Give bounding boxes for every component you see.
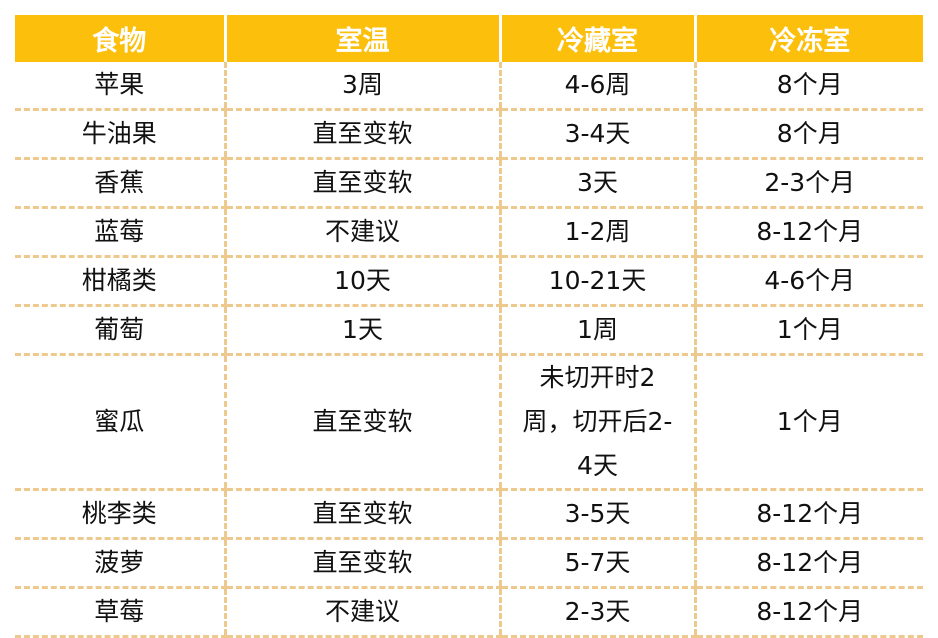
cell-food: 草莓 xyxy=(15,587,225,638)
cell-freezer: 4-6个月 xyxy=(693,256,923,307)
cell-room-temp: 直至变软 xyxy=(223,158,500,209)
cell-room-temp: 不建议 xyxy=(223,587,500,638)
food-storage-table: 食物 室温 冷藏室 冷冻室 苹果 3周 4-6周 8个月 牛油果 直至变软 3-4天 8个月香… xyxy=(15,15,923,638)
cell-fridge: 4-6周 xyxy=(498,62,695,111)
table-row: 蓝莓 不建议 1-2周 8-12个月 xyxy=(15,207,923,258)
cell-room-temp: 直至变软 xyxy=(223,538,500,589)
table-row: 苹果 3周 4-6周 8个月 xyxy=(15,62,923,111)
cell-food: 葡萄 xyxy=(15,305,225,356)
cell-food: 蜜瓜 xyxy=(15,354,225,491)
cell-room-temp: 1天 xyxy=(223,305,500,356)
table-row: 牛油果 直至变软 3-4天 8个月 xyxy=(15,109,923,160)
cell-fridge: 3-4天 xyxy=(498,109,695,160)
table-row: 草莓 不建议 2-3天 8-12个月 xyxy=(15,587,923,638)
cell-freezer: 1个月 xyxy=(693,354,923,491)
table-row: 葡萄 1天 1周 1个月 xyxy=(15,305,923,356)
cell-freezer: 1个月 xyxy=(693,305,923,356)
table-row: 柑橘类 10天 10-21天 4-6个月 xyxy=(15,256,923,307)
table-row: 桃李类 直至变软 3-5天 8-12个月 xyxy=(15,489,923,540)
cell-fridge: 2-3天 xyxy=(498,587,695,638)
cell-room-temp: 不建议 xyxy=(223,207,500,258)
cell-room-temp: 直至变软 xyxy=(223,354,500,491)
cell-fridge: 3天 xyxy=(498,158,695,209)
cell-freezer: 8-12个月 xyxy=(693,207,923,258)
cell-food: 柑橘类 xyxy=(15,256,225,307)
cell-fridge: 10-21天 xyxy=(498,256,695,307)
cell-food: 牛油果 xyxy=(15,109,225,160)
cell-fridge: 1-2周 xyxy=(498,207,695,258)
cell-room-temp: 10天 xyxy=(223,256,500,307)
header-room-temp: 室温 xyxy=(223,15,500,62)
cell-freezer: 8个月 xyxy=(693,62,923,111)
header-fridge: 冷藏室 xyxy=(498,15,695,62)
cell-fridge: 5-7天 xyxy=(498,538,695,589)
cell-freezer: 8-12个月 xyxy=(693,489,923,540)
cell-food: 苹果 xyxy=(15,62,225,111)
cell-fridge: 未切开时2周，切开后2-4天 xyxy=(498,354,695,491)
cell-food: 蓝莓 xyxy=(15,207,225,258)
cell-freezer: 8-12个月 xyxy=(693,587,923,638)
cell-freezer: 2-3个月 xyxy=(693,158,923,209)
cell-food: 桃李类 xyxy=(15,489,225,540)
table-row: 菠萝 直至变软 5-7天 8-12个月 xyxy=(15,538,923,589)
cell-room-temp: 直至变软 xyxy=(223,489,500,540)
cell-fridge: 3-5天 xyxy=(498,489,695,540)
cell-room-temp: 3周 xyxy=(223,62,500,111)
cell-food: 菠萝 xyxy=(15,538,225,589)
cell-freezer: 8-12个月 xyxy=(693,538,923,589)
cell-freezer: 8个月 xyxy=(693,109,923,160)
cell-fridge: 1周 xyxy=(498,305,695,356)
cell-food: 香蕉 xyxy=(15,158,225,209)
table-row: 蜜瓜 直至变软 未切开时2周，切开后2-4天 1个月 xyxy=(15,354,923,491)
header-row: 食物 室温 冷藏室 冷冻室 xyxy=(15,15,923,62)
header-freezer: 冷冻室 xyxy=(693,15,923,62)
header-food: 食物 xyxy=(15,15,225,62)
cell-room-temp: 直至变软 xyxy=(223,109,500,160)
table-row: 香蕉 直至变软 3天 2-3个月 xyxy=(15,158,923,209)
